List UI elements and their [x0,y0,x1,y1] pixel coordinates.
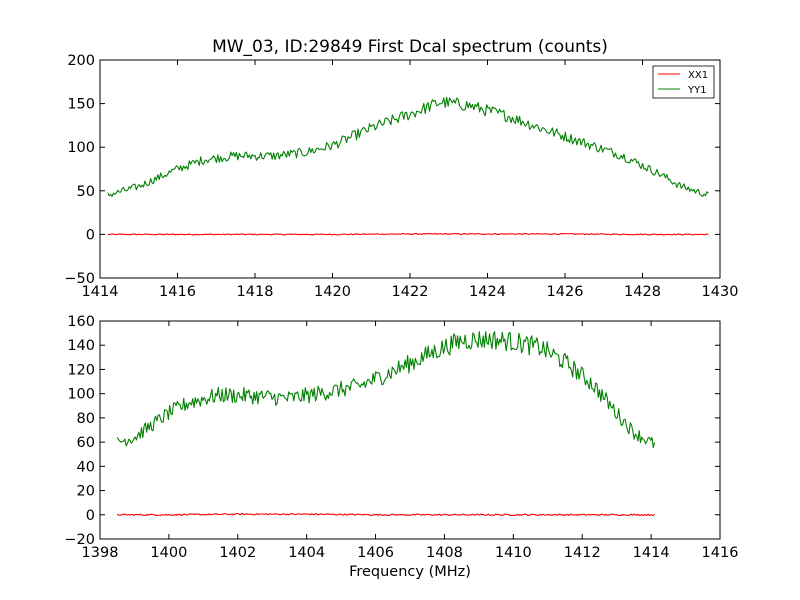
x-tick-label: 1408 [426,545,463,561]
series-line-xx1 [116,512,655,517]
y-tick-label: 200 [67,53,95,69]
bottom-plot-series [116,331,656,517]
y-tick-label: 100 [67,140,95,156]
x-tick-label: 1404 [288,545,325,561]
x-tick-label: 1414 [82,284,119,300]
x-tick-label: 1416 [159,284,196,300]
x-tick-label: 1402 [219,545,256,561]
legend-label-yy1: YY1 [687,85,707,96]
top-plot-ticks: 1414 1416 1418 1420 1422 1424 1426 1428 1430 200 1… [64,53,738,300]
y-tick-label: 100 [67,387,95,403]
y-tick-label: 40 [77,459,95,475]
bottom-plot-ticks: 1398 1400 1402 1404 1406 1408 1410 1412 1414 1416… [64,314,738,561]
legend: XX1 YY1 [652,65,715,99]
x-tick-label: 1420 [314,284,351,300]
legend-label-xx1: XX1 [688,70,708,81]
y-tick-label: 20 [77,484,95,500]
y-tick-label: 150 [67,97,95,113]
top-plot-series [107,96,709,236]
top-plot: 1414 1416 1418 1420 1422 1424 1426 1428 1430 200 1… [64,53,738,300]
x-tick-label: 1426 [547,284,584,300]
x-tick-label: 1414 [633,545,670,561]
x-tick-label: 1400 [150,545,187,561]
y-tick-label: 60 [77,435,95,451]
x-tick-label: 1398 [82,545,119,561]
series-line-xx1 [107,232,709,236]
y-tick-label: 80 [77,411,95,427]
series-line-yy1 [116,331,656,449]
x-tick-label: 1416 [702,545,739,561]
bottom-plot-frame [99,320,721,540]
chart-title: MW_03, ID:29849 First Dcal spectrum (cou… [212,37,608,57]
y-tick-label: 160 [67,314,95,330]
y-tick-label: 140 [67,338,95,354]
x-tick-label: 1424 [469,284,506,300]
y-tick-label: 0 [86,508,95,524]
y-tick-label: −20 [64,532,95,548]
series-line-yy1 [107,96,709,198]
legend-box [652,65,715,99]
y-tick-label: −50 [64,271,95,287]
y-tick-label: 0 [86,227,95,243]
x-tick-label: 1430 [702,284,739,300]
x-tick-label: 1422 [392,284,429,300]
x-axis-label: Frequency (MHz) [349,564,471,580]
x-tick-label: 1418 [237,284,274,300]
x-tick-label: 1412 [564,545,601,561]
x-tick-label: 1428 [624,284,661,300]
y-tick-label: 120 [67,362,95,378]
bottom-plot: 1398 1400 1402 1404 1406 1408 1410 1412 1414 1416… [64,314,738,561]
x-tick-label: 1406 [357,545,394,561]
y-tick-label: 50 [77,184,95,200]
x-tick-label: 1410 [495,545,532,561]
